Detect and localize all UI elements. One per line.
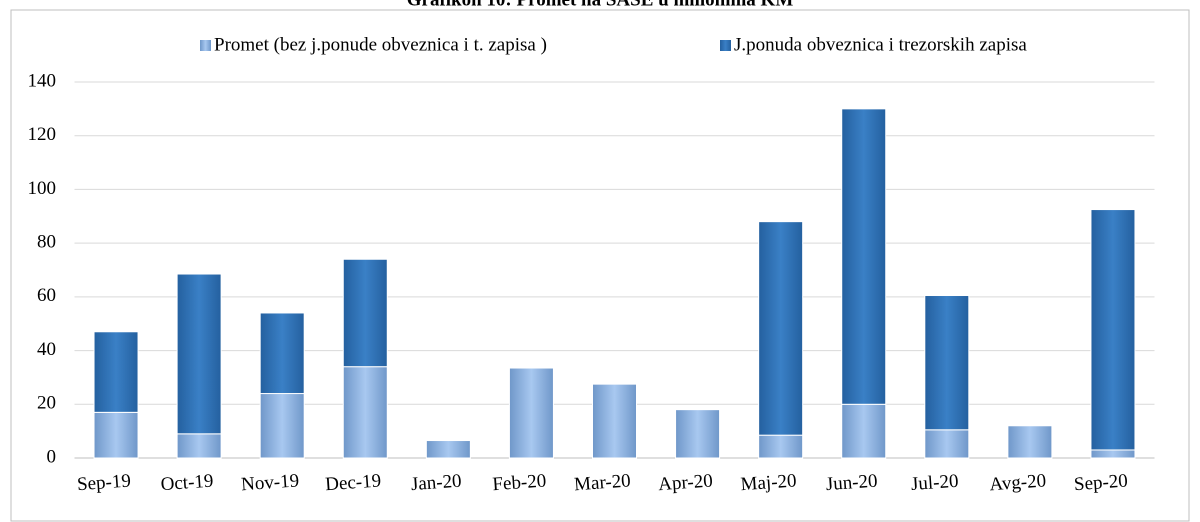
y-tick-label: 60 — [37, 285, 56, 306]
x-tick-label: Sep-20 — [1073, 471, 1128, 496]
bar-segment — [758, 221, 804, 436]
legend-label: Promet (bez j.ponude obveznica i t. zapi… — [214, 34, 547, 55]
y-tick-label: 20 — [37, 393, 56, 414]
bar-segment — [176, 273, 222, 435]
y-tick-label: 140 — [28, 70, 57, 91]
y-tick-label: 120 — [28, 124, 57, 145]
x-tick-label: Oct-19 — [160, 471, 214, 496]
y-tick-label: 80 — [37, 232, 56, 253]
legend-label: J.ponuda obveznica i trezorskih zapisa — [734, 34, 1027, 55]
chart-frame — [10, 9, 1190, 522]
bar-segment — [592, 383, 637, 459]
x-tick-label: Jun-20 — [825, 471, 878, 496]
bar-segment — [93, 331, 139, 413]
bar-segment — [675, 409, 721, 459]
x-tick-label: Mar-20 — [573, 470, 631, 495]
bar-segment — [924, 295, 970, 431]
y-tick-label: 0 — [47, 446, 57, 467]
x-tick-label: Maj-20 — [740, 470, 797, 495]
x-tick-label: Sep-19 — [76, 471, 131, 496]
x-tick-label: Jan-20 — [410, 471, 462, 495]
bar-segment — [176, 433, 222, 459]
bar-segment — [841, 403, 887, 459]
x-tick-label: Dec-19 — [325, 470, 382, 495]
bar-segment — [758, 434, 804, 459]
bar-segment — [93, 411, 139, 459]
legend-swatch — [200, 40, 211, 51]
bar-segment — [1090, 449, 1136, 459]
x-tick-label: Apr-20 — [658, 470, 714, 495]
bar-segment — [259, 312, 305, 395]
bar-segment — [508, 367, 554, 459]
bar-segment — [924, 429, 970, 459]
bar-segment — [841, 108, 887, 405]
chart-title: Grafikon 10: Promet na SASE u milionima … — [407, 0, 794, 10]
bar-segment — [259, 393, 305, 459]
y-tick-label: 100 — [28, 178, 57, 199]
legend-swatch — [720, 40, 731, 51]
x-tick-label: Jul-20 — [910, 471, 959, 495]
y-tick-label: 40 — [37, 339, 56, 360]
x-tick-label: Feb-20 — [492, 471, 547, 496]
bar-segment — [342, 258, 388, 368]
bar-segment — [1090, 209, 1136, 451]
bar-segment — [1007, 425, 1053, 459]
x-tick-label: Avg-20 — [989, 470, 1047, 495]
bar-segment — [342, 366, 388, 459]
x-tick-label: Nov-19 — [240, 470, 299, 495]
bar-segment — [425, 440, 471, 459]
